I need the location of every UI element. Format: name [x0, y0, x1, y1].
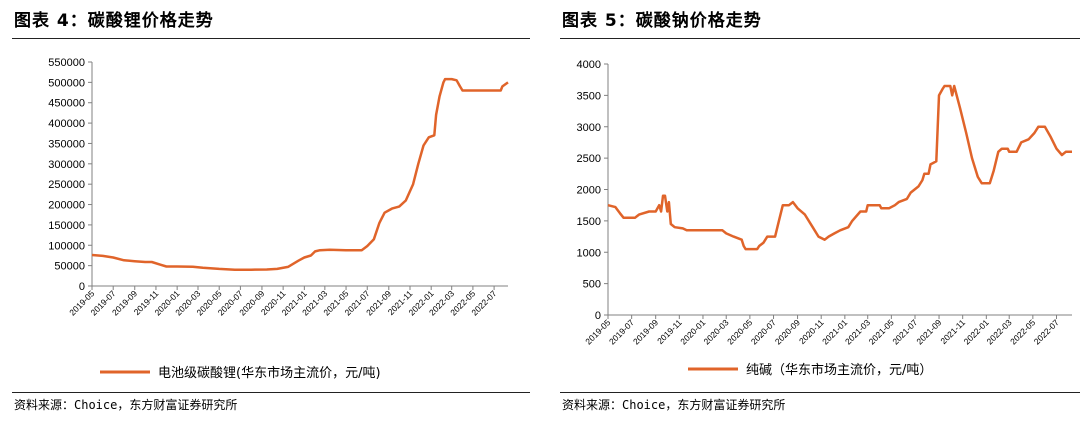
y-tick-label: 0 — [595, 310, 601, 322]
x-tick-label: 2019-09 — [631, 317, 660, 346]
figure-4-panel: 图表 4：碳酸锂价格走势 0 50000 100000 150000 200000 250… — [0, 0, 538, 421]
figure-5-source: 资料来源：Choice，东方财富证券研究所 — [562, 398, 786, 412]
y-tick-label: 4000 — [577, 59, 601, 71]
title-rule — [12, 38, 530, 39]
x-tick-label: 2021-09 — [914, 317, 943, 346]
soda-ash-chart: 050010001500200025003000350040002019-052… — [577, 59, 1072, 378]
x-tick-label: 2020-09 — [773, 317, 802, 346]
source-rule — [560, 392, 1080, 393]
y-tick-label: 1500 — [577, 216, 601, 228]
y-tick-label: 50000 — [54, 261, 85, 273]
y-tick-label: 2000 — [577, 185, 601, 197]
y-tick-label: 250000 — [48, 179, 85, 191]
lithium-carbonate-chart: 0 50000 100000 150000 200000 250000 300000 3500… — [48, 57, 509, 381]
y-tick-label: 0 — [79, 281, 85, 293]
x-tick-label: 2021-07 — [890, 317, 919, 346]
y-tick-label: 450000 — [48, 98, 85, 110]
y-tick-label: 550000 — [48, 57, 85, 69]
y-tick-label: 400000 — [48, 118, 85, 130]
y-tick-label: 350000 — [48, 138, 85, 150]
y-tick-label: 200000 — [48, 200, 85, 212]
y-tick-label: 2500 — [577, 153, 601, 165]
series-line — [607, 84, 1072, 251]
figure-4-title: 图表 4：碳酸锂价格走势 — [14, 11, 214, 31]
y-tick-label: 1000 — [577, 247, 601, 259]
y-tick-label: 300000 — [48, 159, 85, 171]
figure-5-title: 图表 5：碳酸钠价格走势 — [562, 11, 762, 31]
x-tick-label: 2019-07 — [607, 317, 636, 346]
y-tick-label: 500 — [583, 279, 601, 291]
legend-label: 电池级碳酸锂(华东市场主流价，元/吨) — [158, 365, 381, 381]
figure-5-panel: 图表 5：碳酸钠价格走势 0 500 1000 1500 2000 2500 3000 350… — [548, 0, 1088, 421]
series-line — [91, 77, 509, 271]
figure-4-source: 资料来源：Choice，东方财富证券研究所 — [14, 398, 238, 412]
y-tick-label: 100000 — [48, 240, 85, 252]
legend-label: 纯碱（华东市场主流价，元/吨） — [746, 362, 932, 378]
source-rule — [12, 392, 530, 393]
x-tick-label: 2020-07 — [749, 317, 778, 346]
y-tick-label: 3000 — [577, 122, 601, 134]
y-tick-label: 3500 — [577, 90, 601, 102]
title-rule — [560, 38, 1080, 39]
x-tick-label: 2022-07 — [1032, 317, 1061, 346]
y-tick-label: 500000 — [48, 77, 85, 89]
y-tick-label: 150000 — [48, 220, 85, 232]
